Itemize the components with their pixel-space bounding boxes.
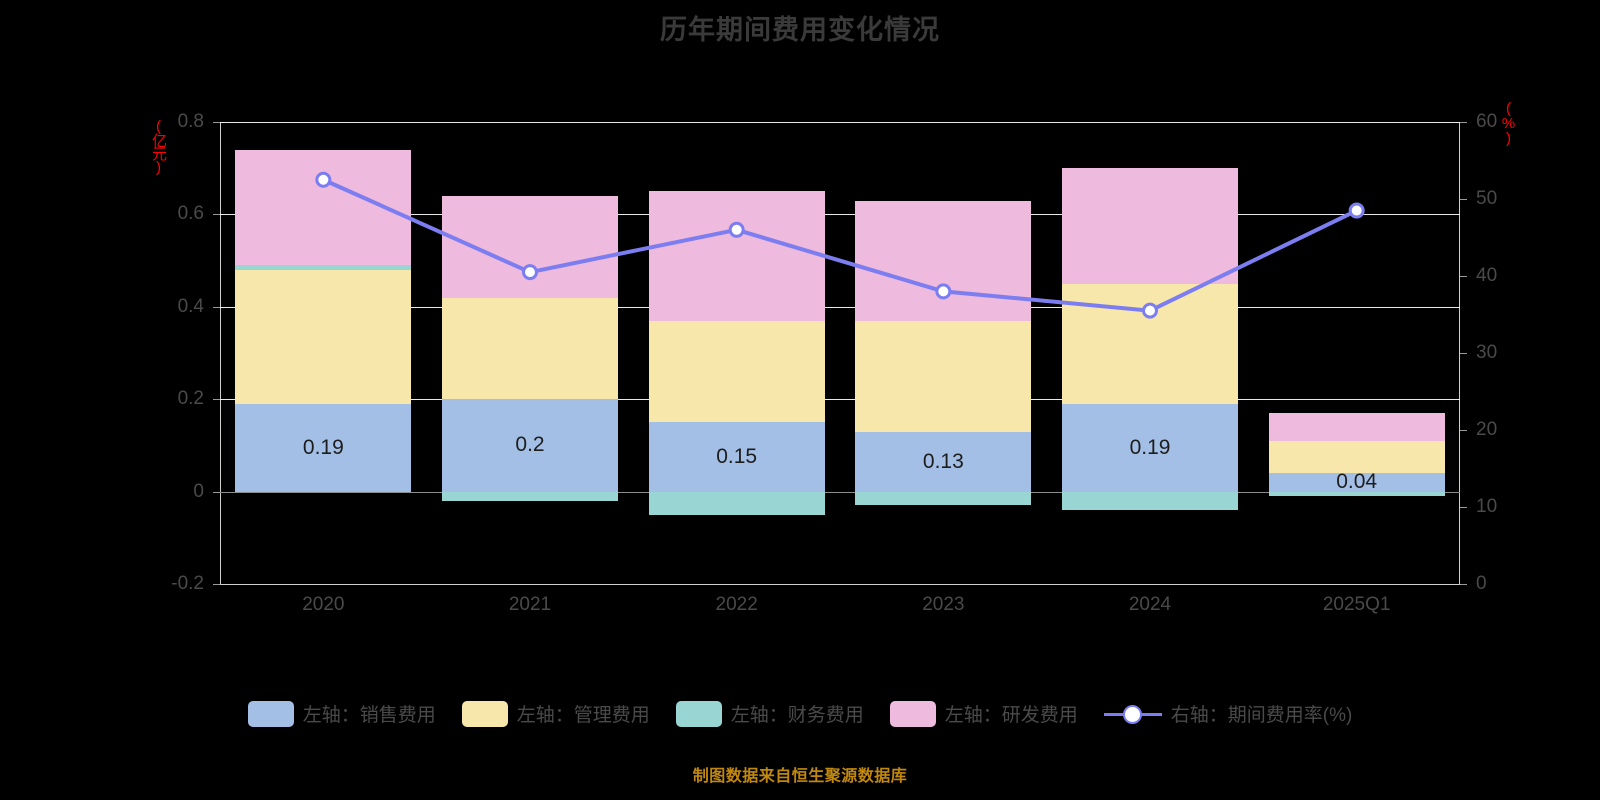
left-axis-tickmark [213,214,220,216]
bar-segment[interactable] [235,269,412,404]
legend-line-marker-icon [1103,701,1162,727]
bar-group[interactable]: 0.04 [1268,122,1445,584]
legend-label: 左轴：销售费用 [302,705,436,726]
left-axis-tick-label: -0.2 [171,573,204,594]
x-axis-tick-label: 2022 [715,594,758,615]
x-axis-tick-label: 2024 [1128,594,1172,615]
right-axis-tickmark [1460,276,1467,277]
legend-swatch-icon [675,700,722,727]
line-data-marker[interactable] [728,221,745,238]
gridline [220,214,1460,216]
x-axis-tick-label: 2025Q1 [1322,594,1391,615]
bar-segment[interactable] [235,403,412,492]
legend-swatch-icon [461,700,508,727]
left-axis-tick-label: 0.8 [177,111,204,132]
line-series-layer [315,171,1365,319]
right-axis-tickmark [1460,584,1467,585]
line-data-marker[interactable] [1348,202,1365,219]
bar-segment[interactable] [1268,473,1445,492]
bar-segment[interactable] [1062,491,1238,511]
left-axis-unit-label: (亿元) [150,118,167,174]
right-axis-unit-label: (%) [1500,100,1517,145]
bar-segment[interactable] [442,491,618,501]
bar-segment[interactable] [1268,440,1445,474]
legend-item-expense-ratio[interactable]: 右轴：期间费用率(%) [1103,700,1353,727]
line-data-marker[interactable] [315,171,332,188]
left-axis-tickmark [213,491,220,493]
right-axis-tick-label: 0 [1476,573,1487,594]
left-axis-tick-label: 0.2 [177,388,204,410]
right-axis-tick-label: 30 [1476,342,1498,363]
bar-segment[interactable] [1268,413,1445,441]
chart-legend: 左轴：销售费用 左轴：管理费用 左轴：财务费用 左轴：研发费用 右轴：期间费用率(%) [0,700,1600,727]
gridline [220,306,1460,308]
legend-item-rd-expense[interactable]: 左轴：研发费用 [889,700,1078,727]
line-data-marker[interactable] [1142,302,1158,319]
bar-segment[interactable] [235,265,412,270]
left-axis-tickmark [213,306,220,308]
footer-source-note: 制图数据来自恒生聚源数据库 [692,768,908,785]
legend-item-finance-expense[interactable]: 左轴：财务费用 [675,700,864,727]
bar-segment[interactable] [442,399,618,492]
gridline [220,122,1460,123]
legend-label: 右轴：期间费用率(%) [1170,705,1353,726]
legend-swatch-icon [247,700,294,727]
plot-area: 0.8 0.6 0.4 0.2 0 -0.2 60 50 40 30 20 10 0 0.19 0.2 0… [171,111,1497,615]
bar-group[interactable]: 0.19 [235,122,412,584]
bar-group[interactable]: 0.13 [855,122,1032,584]
bar-segment[interactable] [442,297,618,400]
legend-item-admin-expense[interactable]: 左轴：管理费用 [461,700,650,727]
bar-segment[interactable] [648,491,825,515]
left-axis-line [220,122,221,584]
bar-segment[interactable] [648,320,825,423]
bar-segment[interactable] [855,320,1032,432]
right-axis-tick-label: 60 [1476,111,1498,132]
gridline [220,399,1460,401]
legend-label: 左轴：研发费用 [944,705,1078,726]
x-axis-tick-label: 2023 [922,594,965,615]
x-axis-tick-label: 2021 [508,594,552,615]
gridline [220,584,1460,585]
bar-segment[interactable] [1268,491,1445,497]
line-data-marker[interactable] [935,283,952,300]
right-axis-tick-label: 50 [1476,188,1498,209]
left-axis-tickmark [213,399,220,401]
right-axis-tick-label: 20 [1476,419,1498,440]
right-axis-tickmark [1460,122,1467,123]
left-axis-tickmark [213,584,220,585]
left-axis-tickmark [213,122,220,123]
bar-segment[interactable] [1062,168,1238,284]
expense-ratio-line [322,177,1358,313]
left-axis-tick-label: 0 [193,480,204,502]
line-data-marker[interactable] [522,264,538,281]
right-axis-line [1459,122,1460,584]
bar-segment[interactable] [855,431,1032,492]
bar-segment[interactable] [855,200,1032,321]
bar-group[interactable]: 0.2 [442,122,618,584]
x-axis-tick-label: 2020 [302,594,345,615]
right-axis-tickmark [1460,353,1467,354]
right-axis-tickmark [1460,199,1467,200]
bar-group[interactable]: 0.15 [648,122,825,584]
right-axis-tick-label: 40 [1476,265,1498,286]
legend-label: 左轴：管理费用 [516,705,650,726]
bar-segment[interactable] [648,191,825,321]
right-axis-tick-label: 10 [1476,496,1498,517]
bar-segment[interactable] [1062,403,1238,492]
legend-swatch-icon [889,700,936,727]
bar-segment[interactable] [855,491,1032,506]
chart-title: 历年期间费用变化情况 [660,15,940,45]
right-axis-tickmark [1460,430,1467,431]
zero-baseline [220,491,1460,493]
left-axis-tick-label: 0.4 [177,295,204,317]
right-axis-tickmark [1460,507,1467,508]
legend-item-sales-expense[interactable]: 左轴：销售费用 [247,700,436,727]
left-axis-tick-label: 0.6 [177,203,204,225]
bar-segment[interactable] [648,422,825,492]
legend-label: 左轴：财务费用 [730,705,864,726]
